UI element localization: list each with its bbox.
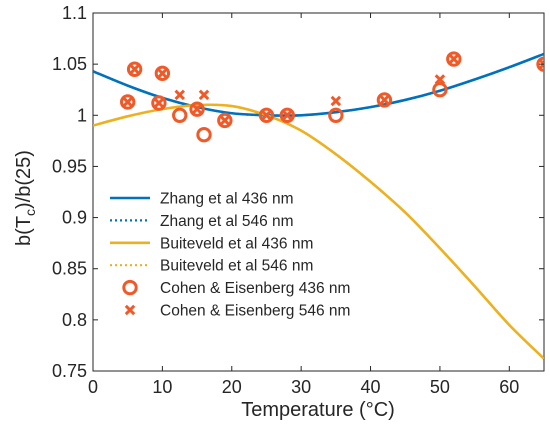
data-point-cohen-546 — [538, 58, 544, 70]
x-tick-label: 60 — [499, 377, 519, 397]
legend-label: Zhang et al 546 nm — [160, 213, 294, 230]
legend-entry-cohen-546: Cohen & Eisenberg 546 nm — [124, 303, 350, 320]
data-point-cohen-436 — [151, 95, 167, 111]
x-tick-label: 0 — [88, 377, 98, 397]
y-tick-label: 0.95 — [52, 156, 87, 176]
y-axis-label: b(Tc)/b(25) — [13, 150, 38, 246]
x-tick-label: 10 — [152, 377, 172, 397]
data-point-cohen-436 — [126, 61, 143, 77]
data-point-cohen-436 — [196, 127, 212, 143]
data-point-cohen-546 — [198, 89, 210, 101]
legend-entry-buiteveld-436: Buiteveld et al 436 nm — [110, 235, 313, 252]
y-axis-label-subscript: c — [22, 209, 38, 216]
data-point-cohen-546 — [157, 68, 168, 79]
data-point-cohen-436 — [536, 56, 544, 72]
data-point-cohen-436 — [376, 92, 393, 108]
x-tick-label: 40 — [361, 377, 381, 397]
data-point-cohen-436 — [154, 65, 171, 82]
data-point-cohen-436 — [172, 107, 188, 123]
data-point-cohen-546 — [129, 63, 140, 75]
legend-label: Buiteveld et al 546 nm — [160, 258, 313, 275]
data-point-cohen-546 — [448, 53, 460, 65]
data-point-cohen-436 — [217, 112, 233, 129]
x-axis-label: Temperature (°C) — [241, 399, 395, 421]
data-point-cohen-436 — [279, 107, 295, 123]
data-point-cohen-546 — [379, 94, 390, 106]
data-point-cohen-546 — [282, 110, 293, 121]
legend-entry-zhang-546: Zhang et al 546 nm — [110, 213, 294, 230]
legend-label: Buiteveld et al 436 nm — [160, 235, 313, 252]
y-tick-label: 1.05 — [52, 54, 87, 74]
x-tick-label: 50 — [430, 377, 450, 397]
y-tick-label: 1 — [77, 105, 87, 125]
legend-label: Zhang et al 436 nm — [160, 191, 294, 208]
x-tick-label: 30 — [291, 377, 311, 397]
series-line-buiteveld-546 — [93, 103, 544, 360]
series-layer — [93, 51, 544, 360]
data-point-cohen-546 — [122, 96, 133, 108]
y-axis-label-main: b(T — [13, 216, 35, 246]
data-point-cohen-436 — [119, 94, 136, 110]
legend-entry-cohen-436: Cohen & Eisenberg 436 nm — [122, 279, 350, 297]
data-point-cohen-546 — [330, 95, 342, 107]
legend: Zhang et al 436 nm Zhang et al 546 nm Buit… — [110, 191, 350, 320]
data-point-cohen-546 — [174, 89, 185, 101]
y-tick-label: 1.1 — [62, 3, 87, 23]
legend-label: Cohen & Eisenberg 436 nm — [160, 280, 350, 297]
y-tick-label: 0.75 — [52, 361, 87, 381]
legend-label: Cohen & Eisenberg 546 nm — [160, 303, 350, 320]
legend-swatch — [122, 279, 138, 296]
legend-entry-buiteveld-546: Buiteveld et al 546 nm — [110, 258, 313, 275]
data-point-cohen-436 — [446, 51, 462, 67]
data-point-cohen-546 — [153, 97, 165, 109]
data-point-cohen-546 — [219, 115, 231, 126]
ticks-layer: 0 10 20 30 40 50 60 0.75 0.8 0.85 0.9 0.95 1 1.05 1.1 — [52, 3, 544, 397]
data-point-cohen-546 — [261, 110, 272, 121]
y-tick-label: 0.8 — [62, 310, 87, 330]
data-point-cohen-436 — [432, 82, 448, 98]
y-tick-label: 0.9 — [62, 208, 87, 228]
legend-swatch — [124, 304, 136, 316]
legend-entry-zhang-436: Zhang et al 436 nm — [110, 191, 294, 208]
data-point-cohen-546 — [434, 74, 446, 85]
y-tick-label: 0.85 — [52, 259, 87, 279]
y-axis-label-tail: )/b(25) — [13, 150, 35, 209]
x-tick-label: 20 — [222, 377, 242, 397]
data-point-cohen-436 — [328, 107, 344, 123]
data-point-cohen-546 — [191, 103, 203, 115]
data-point-cohen-436 — [189, 101, 205, 117]
data-point-cohen-436 — [258, 107, 275, 123]
